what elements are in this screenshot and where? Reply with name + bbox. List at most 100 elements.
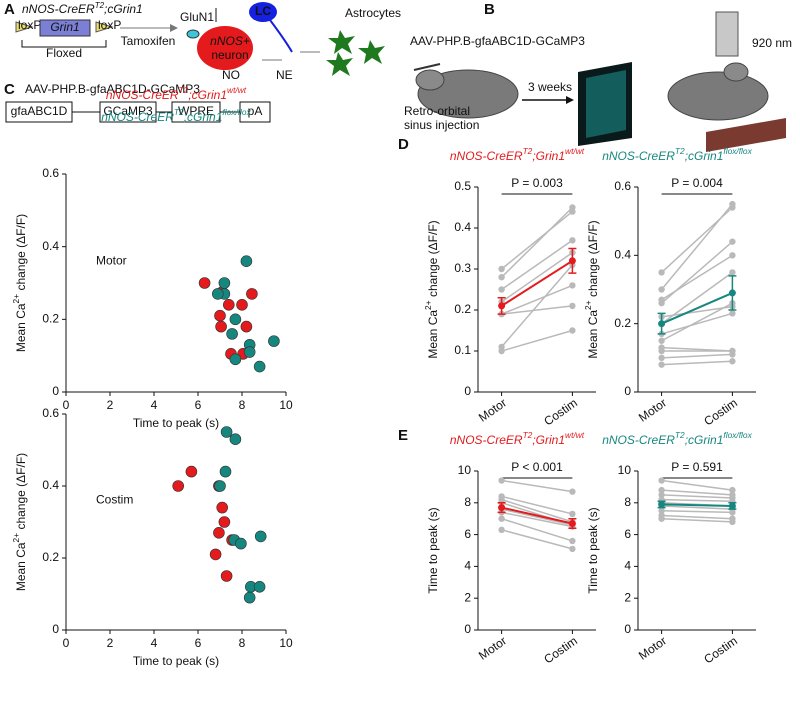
y-axis-label: Mean Ca2+ change (ΔF/F) [11,214,28,352]
subject-point [498,286,505,293]
p-value: P = 0.591 [671,460,723,474]
y-tick-label: 2 [624,590,631,604]
injection: Retro-orbital [404,104,470,118]
y-tick-label: 0 [52,622,59,636]
scatter-point [219,465,232,478]
subject-point [729,310,736,317]
x-axis-label: Time to peak (s) [133,416,219,430]
subject-line [661,479,733,491]
subject-line [661,271,733,325]
mean-point [658,320,666,328]
subject-point [658,337,665,344]
scatter-point [198,277,211,289]
astrocyte [328,30,355,54]
injection: sinus injection [404,118,479,132]
subject-line [661,517,733,523]
text-part: T2 [675,430,685,440]
subject-point [729,200,736,208]
subject-point [658,486,665,494]
x-tick-label: Motor [476,396,509,425]
subject-line [501,284,573,315]
x-tick-label: Costim [541,634,580,667]
lc-axon [269,19,293,53]
scatter-point [229,433,242,446]
panel-label: D [398,136,409,153]
text-part: nNOS-CreER [106,88,179,102]
arrowhead [170,24,178,32]
subject-point [729,351,736,358]
subject-line [661,360,733,366]
mean-line [501,259,573,307]
subject-point [729,269,736,276]
p-value: P = 0.004 [671,176,723,190]
subject-line [501,508,573,526]
subject-point [569,327,576,334]
y-tick-label: 0.4 [42,478,59,492]
subject-point [658,477,665,484]
text-part: nNOS-CreER [450,433,523,447]
scatter-point [218,277,231,289]
text-part: change (ΔF/F) [14,214,28,294]
x-tick-label: Costim [701,396,740,429]
scatter-point [172,480,184,492]
scatter-point [185,465,198,478]
text-part: T2 [523,146,533,156]
subject-line [501,517,573,542]
x-tick-label: 10 [279,636,293,650]
scatter-point [216,501,228,514]
subject-line [661,510,733,514]
subject-point [569,510,576,518]
legend-entry: nNOS-CreERT2;cGrin1flox/flox [101,107,251,124]
construct-box [171,101,221,123]
x-tick-label: Motor [476,634,509,663]
chart-title: nNOS-CreERT2;cGrin1flox/flox [602,146,752,163]
scatter-point [240,255,253,268]
scatter-point [220,426,233,438]
subject-point [729,518,736,526]
text-part: T2 [174,107,184,117]
y-tick-label: 0 [624,622,631,636]
subject-line [501,264,573,348]
construct-box [239,101,271,123]
mean-point [728,289,736,297]
subject-point [658,269,665,276]
scatter-point [218,516,231,528]
panel-label: A [4,1,15,18]
mean-point [498,302,506,310]
y-tick-label: 4 [464,559,471,573]
text-part: 2+ [11,294,21,304]
x-tick-label: 4 [151,398,158,412]
mean-point [728,502,736,510]
subject-line [501,529,573,550]
y-tick-label: 0.6 [42,406,59,420]
subject-line [501,329,573,352]
y-axis-label: Time to peak (s) [426,507,440,593]
scatter-point [214,309,226,322]
y-tick-label: 0 [624,384,631,398]
y-tick-label: 6 [624,527,631,541]
x-tick-label: Costim [541,396,580,429]
text-part: T2 [675,146,685,156]
wavelength: 920 nm [752,36,792,50]
text-part: change (ΔF/F) [586,220,600,300]
scatter-point [240,320,253,333]
y-tick-label: 10 [458,463,472,477]
virus: AAV-PHP.B-gfaABC1D-GCaMP3 [25,82,200,96]
scatter-point [236,298,248,311]
subject-line [501,511,573,528]
y-axis-label: Mean Ca2+ change (ΔF/F) [423,220,440,358]
subject-point [658,347,665,355]
subject-point [569,488,576,495]
floxed: Floxed [46,46,82,60]
subject-point [498,526,505,534]
neuron-label: neuron [211,48,248,62]
subject-point [498,347,505,355]
construct-box [5,101,73,123]
subject-line [661,514,733,520]
panel-b-diagram: AAV-PHP.B-gfaABC1D-GCaMP3 Retro-orbital … [404,11,792,152]
arrowhead [566,96,574,104]
subject-point [729,358,736,365]
panel-a-diagram: nNOS-CreERT2;cGrin1 loxP Grin1 loxP Flox… [5,1,401,123]
subject-line [661,505,733,510]
text-part: ;Grin1 [532,433,565,447]
